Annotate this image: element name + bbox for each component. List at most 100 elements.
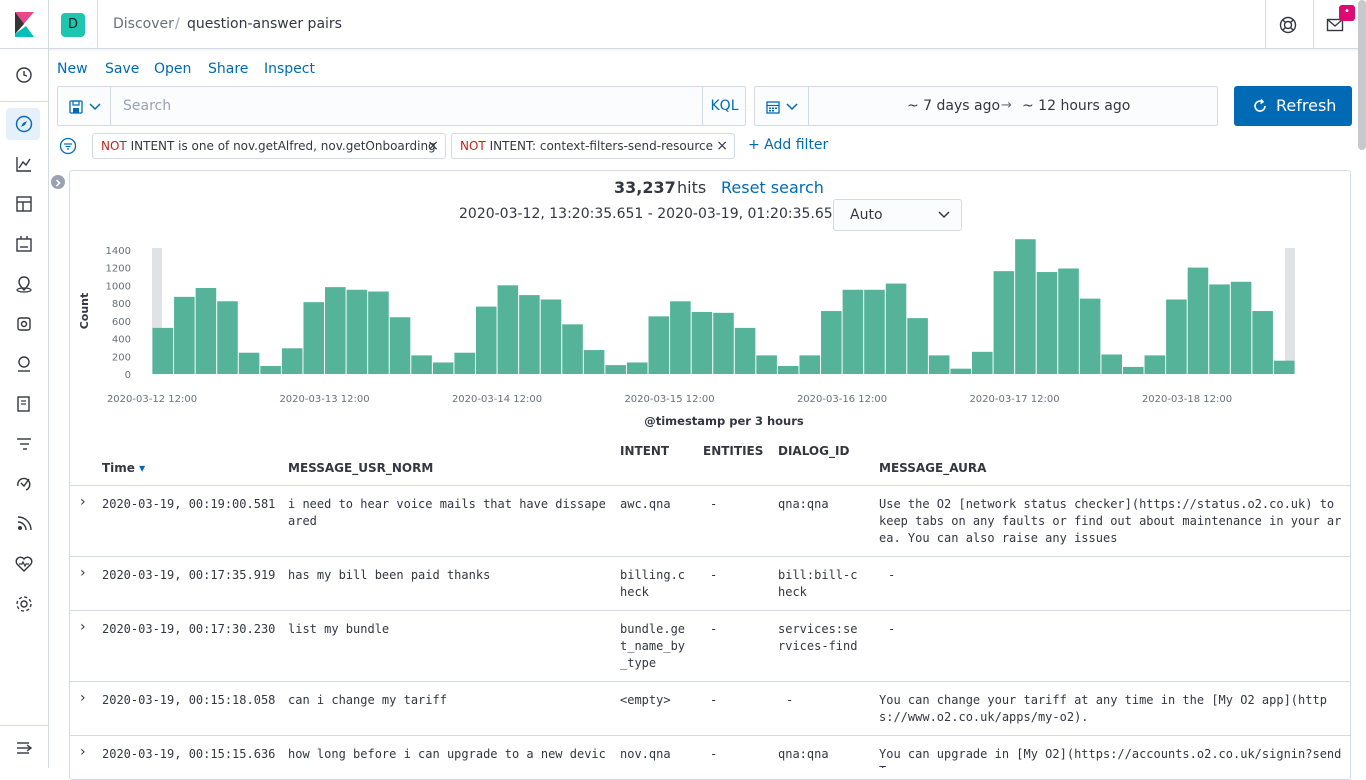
histogram-bar[interactable]: [1187, 267, 1209, 374]
new-button[interactable]: New: [57, 61, 88, 77]
histogram-bar[interactable]: [972, 351, 993, 374]
histogram-bar[interactable]: [756, 355, 777, 374]
histogram-bar[interactable]: [1230, 281, 1252, 374]
logs-icon[interactable]: [14, 394, 34, 414]
canvas-icon[interactable]: [14, 234, 34, 254]
inspect-button[interactable]: Inspect: [264, 61, 315, 77]
histogram-bar[interactable]: [411, 355, 432, 374]
histogram-bar[interactable]: [842, 289, 864, 374]
histogram-bar[interactable]: [734, 327, 756, 374]
share-button[interactable]: Share: [208, 61, 249, 77]
histogram-bar[interactable]: [346, 289, 368, 374]
histogram-bar[interactable]: [885, 283, 907, 374]
column-header-time[interactable]: Time ▾: [102, 461, 146, 475]
collapse-sidebar-button[interactable]: [51, 175, 65, 189]
column-header-intent[interactable]: INTENT: [620, 444, 670, 458]
histogram-bar[interactable]: [281, 348, 303, 374]
histogram-bar[interactable]: [368, 291, 389, 374]
save-button[interactable]: Save: [105, 61, 140, 77]
histogram-bar[interactable]: [1209, 284, 1230, 374]
histogram-bar[interactable]: [174, 296, 195, 374]
open-button[interactable]: Open: [154, 61, 192, 77]
visualize-icon[interactable]: [14, 154, 34, 174]
query-language-button[interactable]: KQL: [702, 87, 746, 125]
histogram-bar[interactable]: [864, 289, 885, 374]
expand-row-icon[interactable]: ›: [80, 744, 86, 760]
histogram-bar[interactable]: [950, 368, 972, 374]
add-filter-button[interactable]: + Add filter: [748, 137, 829, 153]
date-start[interactable]: ~ 7 days ago: [907, 98, 1001, 114]
histogram-bar[interactable]: [195, 287, 217, 374]
expand-row-icon[interactable]: ›: [80, 494, 86, 510]
column-header-message[interactable]: MESSAGE_USR_NORM: [288, 461, 434, 475]
search-input[interactable]: [111, 87, 701, 125]
date-end[interactable]: ~ 12 hours ago: [1022, 98, 1131, 114]
histogram-bar[interactable]: [1252, 311, 1273, 374]
clock-icon[interactable]: [14, 65, 34, 85]
histogram-bar[interactable]: [475, 306, 497, 374]
monitoring-icon[interactable]: [14, 554, 34, 574]
expand-row-icon[interactable]: ›: [80, 690, 86, 706]
histogram-bar[interactable]: [1144, 355, 1166, 374]
histogram-bar[interactable]: [993, 271, 1015, 374]
siem-icon[interactable]: [14, 514, 34, 534]
remove-filter-icon[interactable]: ×: [427, 138, 439, 154]
histogram-bar[interactable]: [605, 365, 626, 374]
quick-select-button[interactable]: [755, 87, 809, 125]
histogram-bar[interactable]: [562, 324, 583, 374]
dashboard-icon[interactable]: [14, 194, 34, 214]
breadcrumb-discover[interactable]: Discover: [113, 16, 174, 32]
refresh-button[interactable]: Refresh: [1234, 86, 1352, 126]
column-header-dialog-id[interactable]: DIALOG_ID: [778, 444, 850, 458]
filter-options-icon[interactable]: [59, 137, 77, 155]
histogram-bar[interactable]: [217, 301, 238, 374]
histogram-bar[interactable]: [260, 366, 281, 374]
management-icon[interactable]: [14, 594, 34, 614]
histogram-bar[interactable]: [540, 299, 562, 374]
histogram-bar[interactable]: [389, 317, 411, 374]
histogram-bar[interactable]: [907, 318, 928, 374]
histogram-bar[interactable]: [454, 352, 475, 374]
remove-filter-icon[interactable]: ×: [716, 138, 728, 154]
histogram-bar[interactable]: [325, 287, 346, 374]
histogram-bar[interactable]: [1058, 268, 1079, 374]
expand-row-icon[interactable]: ›: [80, 619, 86, 635]
discover-icon[interactable]: [14, 114, 34, 134]
page-scrollbar[interactable]: [1358, 0, 1366, 150]
expand-row-icon[interactable]: ›: [80, 565, 86, 581]
histogram-bar[interactable]: [821, 311, 842, 374]
interval-select[interactable]: Auto: [833, 199, 962, 231]
metrics-icon[interactable]: [14, 354, 34, 374]
column-header-entities[interactable]: ENTITIES: [703, 444, 764, 458]
histogram-bar[interactable]: [432, 362, 454, 374]
sort-descending-icon[interactable]: ▾: [139, 461, 146, 475]
histogram-bar[interactable]: [1166, 299, 1187, 374]
saved-query-button[interactable]: [58, 87, 111, 125]
filter-pill[interactable]: NOT INTENT: context-filters-send-resourc…: [451, 133, 735, 159]
reset-search-button[interactable]: Reset search: [721, 178, 824, 197]
ml-icon[interactable]: [14, 314, 34, 334]
histogram-bar[interactable]: [519, 295, 540, 374]
histogram-bar[interactable]: [497, 285, 519, 374]
histogram-bar[interactable]: [1079, 298, 1101, 374]
kibana-logo[interactable]: [0, 0, 49, 49]
newsfeed-icon[interactable]: [1326, 16, 1344, 34]
column-header-message-aura[interactable]: MESSAGE_AURA: [879, 461, 987, 475]
filter-pill[interactable]: NOT INTENT is one of nov.getAlfred, nov.…: [92, 133, 446, 159]
histogram-bar[interactable]: [713, 312, 734, 374]
histogram-bar[interactable]: [1273, 360, 1295, 374]
histogram-bar[interactable]: [626, 362, 648, 374]
histogram-bar[interactable]: [152, 327, 174, 374]
histogram-bar[interactable]: [670, 301, 691, 374]
histogram-bar[interactable]: [583, 350, 605, 374]
uptime-icon[interactable]: [14, 474, 34, 494]
apm-icon[interactable]: [14, 434, 34, 454]
maps-icon[interactable]: [14, 274, 34, 294]
histogram-bar[interactable]: [1036, 272, 1058, 374]
histogram-bar[interactable]: [1101, 354, 1122, 374]
histogram-bar[interactable]: [1122, 366, 1144, 374]
histogram-bar[interactable]: [238, 352, 260, 374]
help-icon[interactable]: [1279, 16, 1297, 34]
histogram-bar[interactable]: [777, 366, 799, 374]
histogram-bar[interactable]: [1015, 239, 1036, 374]
